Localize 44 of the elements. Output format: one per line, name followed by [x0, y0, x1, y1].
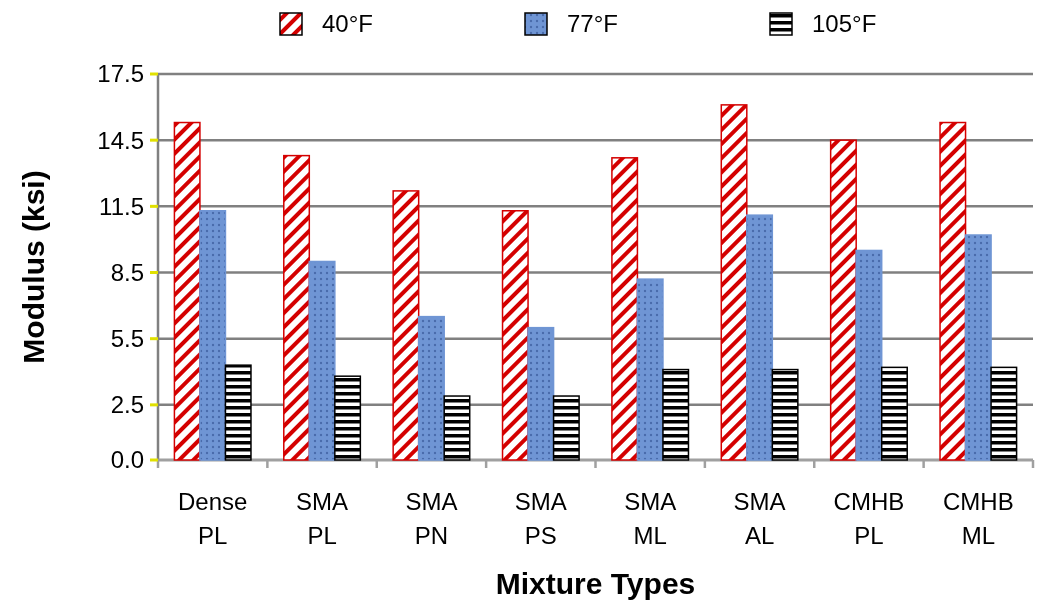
- x-tick-label: CMHB PL: [833, 488, 905, 549]
- bar: [283, 154, 311, 461]
- bar: [720, 104, 748, 461]
- x-tick-label: SMA ML: [624, 488, 677, 549]
- legend-label: 77°F: [567, 10, 618, 38]
- bar: [746, 214, 774, 461]
- y-tick-label: 11.5: [99, 192, 144, 220]
- x-tick-label: SMA PN: [405, 488, 458, 549]
- y-tick-label: 17.5: [97, 60, 144, 88]
- x-axis-title: Mixture Types: [495, 567, 696, 600]
- bar: [443, 395, 471, 461]
- bar: [501, 210, 529, 461]
- bar: [417, 315, 445, 461]
- y-tick-label: 14.5: [97, 126, 144, 154]
- bar: [829, 139, 857, 461]
- bar: [611, 157, 639, 461]
- y-tick-label: 2.5: [110, 391, 144, 419]
- bar: [308, 260, 336, 461]
- x-tick-label: CMHB ML: [942, 488, 1014, 549]
- bar: [855, 249, 883, 461]
- y-tick-label: 0.0: [110, 446, 144, 474]
- bar: [552, 395, 580, 461]
- bar: [880, 366, 908, 461]
- x-tick-label: Dense PL: [178, 488, 248, 549]
- legend-label: 105°F: [812, 10, 877, 38]
- bar: [199, 210, 227, 461]
- y-tick-label: 5.5: [110, 325, 144, 353]
- bar: [334, 375, 362, 461]
- bar: [964, 234, 992, 461]
- bar: [173, 121, 201, 461]
- y-axis-title: Modulus (ksi): [17, 170, 50, 364]
- y-tick-label: 8.5: [110, 258, 144, 286]
- bar: [771, 368, 799, 461]
- bar: [939, 121, 967, 461]
- x-tick-label: SMA PS: [514, 488, 567, 549]
- bar: [662, 368, 690, 461]
- bar: [990, 366, 1018, 461]
- bar: [224, 364, 252, 461]
- bar: [527, 326, 555, 461]
- bar: [636, 278, 664, 461]
- bar: [392, 190, 420, 461]
- x-tick-label: SMA PL: [296, 488, 349, 549]
- legend-label: 40°F: [322, 10, 373, 38]
- x-tick-label: SMA AL: [733, 488, 786, 549]
